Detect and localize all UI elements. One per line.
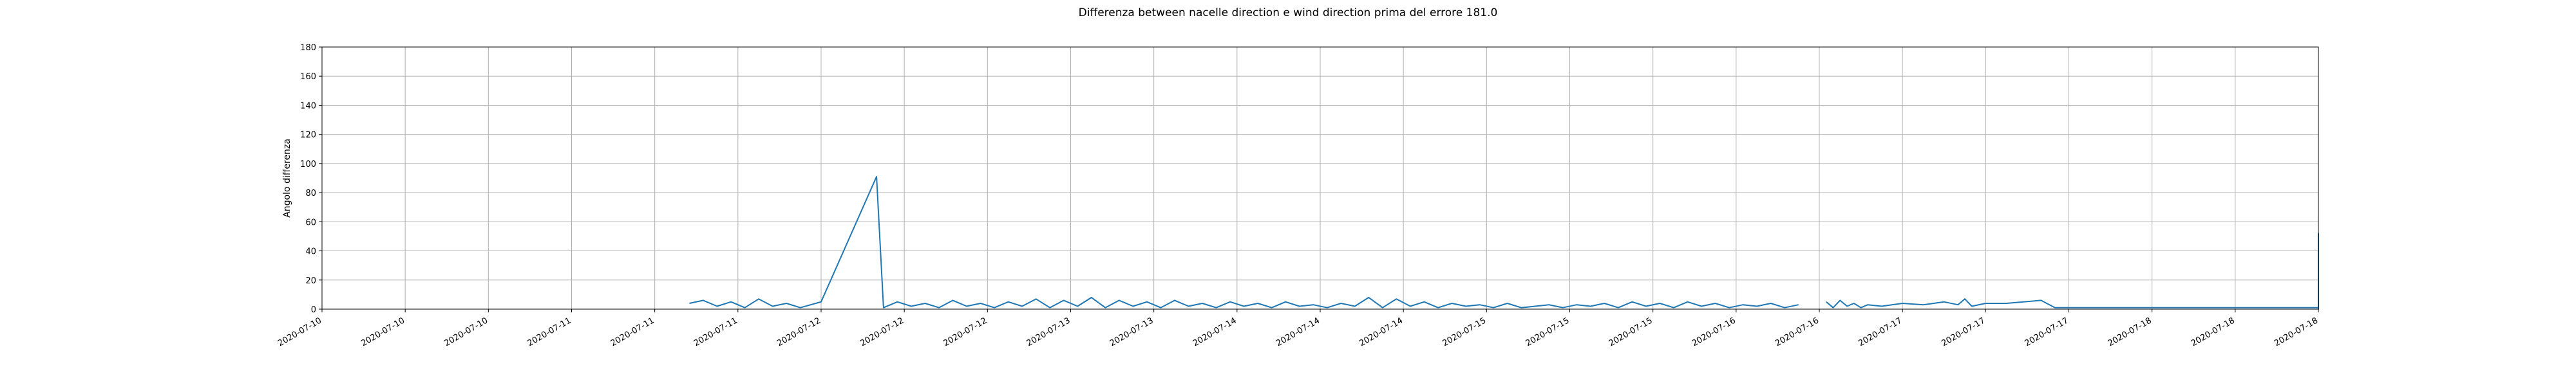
y-axis-label: Angolo differenza <box>282 138 292 218</box>
series-line <box>689 176 1799 308</box>
y-tick-label: 160 <box>300 72 316 82</box>
y-tick-label: 100 <box>300 160 316 169</box>
y-axis: 0 20 40 60 80 100 120 140 160 180 <box>300 43 322 315</box>
y-tick-label: 120 <box>300 131 316 140</box>
y-tick-label: 80 <box>305 189 316 198</box>
chart-title: Differenza between nacelle direction e w… <box>1079 6 1498 19</box>
y-tick-label: 60 <box>305 218 316 227</box>
y-tick-label: 0 <box>311 305 316 315</box>
y-tick-label: 140 <box>300 101 316 111</box>
y-tick-label: 180 <box>300 43 316 53</box>
y-tick-label: 40 <box>305 247 316 257</box>
y-tick-label: 20 <box>305 276 316 286</box>
